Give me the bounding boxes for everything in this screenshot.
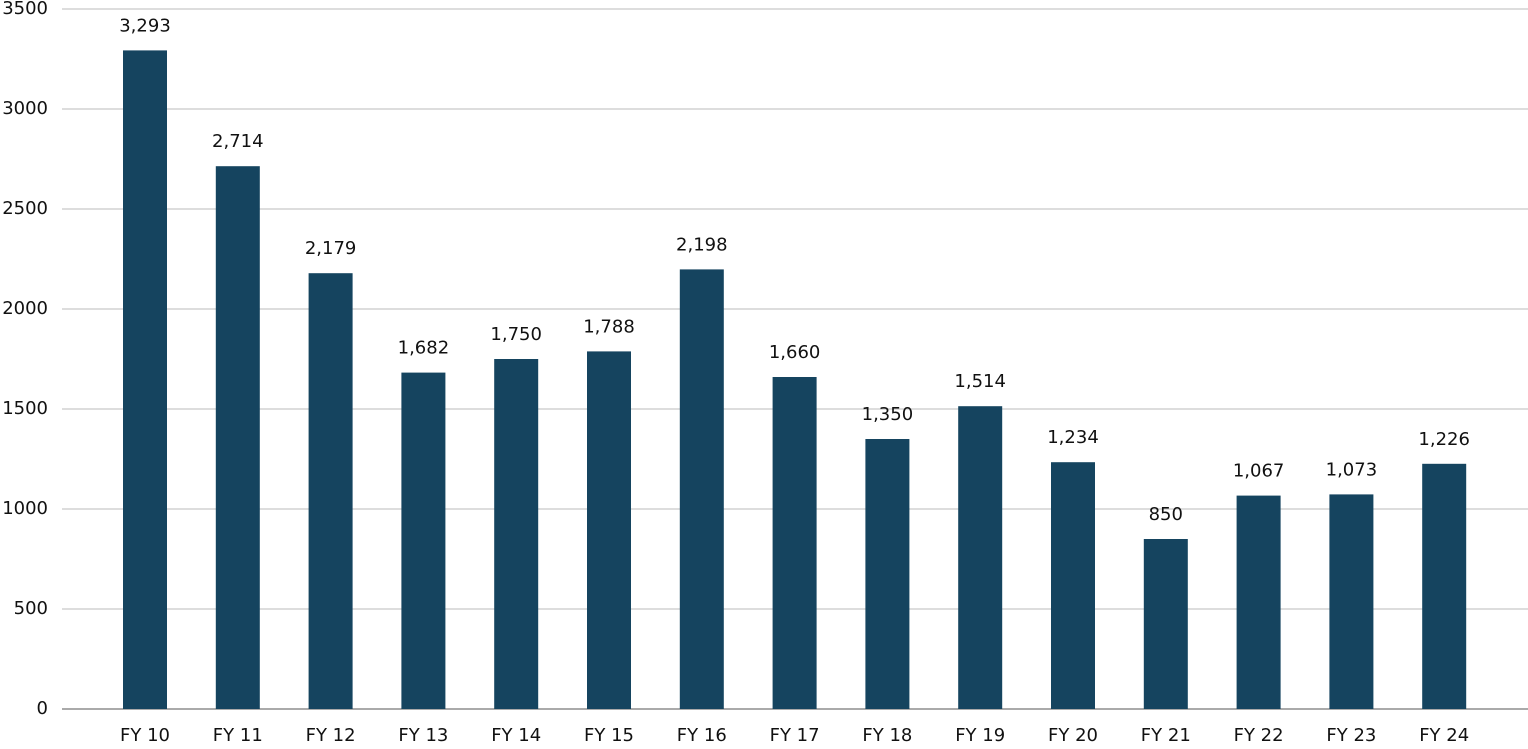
value-label: 1,682 xyxy=(398,338,450,359)
bar xyxy=(587,351,631,709)
value-label: 1,350 xyxy=(862,404,914,425)
value-label: 1,226 xyxy=(1418,429,1470,450)
value-label: 1,067 xyxy=(1233,461,1285,482)
value-label: 1,234 xyxy=(1047,427,1099,448)
x-tick-label: FY 24 xyxy=(1419,725,1469,746)
bar xyxy=(1422,463,1467,709)
bar xyxy=(772,377,817,709)
x-tick-label: FY 22 xyxy=(1234,725,1284,746)
x-tick-label: FY 19 xyxy=(955,725,1005,746)
value-label: 1,514 xyxy=(954,371,1006,392)
bar xyxy=(679,269,724,709)
x-tick-label: FY 13 xyxy=(398,725,448,746)
value-label: 2,714 xyxy=(212,131,264,152)
bar xyxy=(215,166,260,709)
y-tick-label: 3500 xyxy=(2,0,48,19)
value-label: 1,750 xyxy=(490,324,542,345)
x-tick-label: FY 15 xyxy=(584,725,634,746)
x-tick-label: FY 17 xyxy=(770,725,820,746)
bar xyxy=(865,439,910,709)
y-tick-label: 2500 xyxy=(2,198,48,219)
x-tick-label: FY 14 xyxy=(491,725,541,746)
bar xyxy=(1051,462,1095,709)
x-tick-label: FY 12 xyxy=(306,725,356,746)
bar xyxy=(958,406,1003,709)
value-label: 2,179 xyxy=(305,238,357,259)
value-label: 1,660 xyxy=(769,342,821,363)
x-tick-label: FY 11 xyxy=(213,725,263,746)
y-tick-label: 1000 xyxy=(2,498,48,519)
x-tick-label: FY 23 xyxy=(1326,725,1376,746)
x-tick-label: FY 18 xyxy=(862,725,912,746)
y-tick-label: 2000 xyxy=(2,298,48,319)
x-tick-label: FY 20 xyxy=(1048,725,1098,746)
x-tick-label: FY 21 xyxy=(1141,725,1191,746)
bar xyxy=(123,50,167,709)
bar xyxy=(1143,539,1188,709)
y-tick-label: 3000 xyxy=(2,98,48,119)
y-tick-label: 1500 xyxy=(2,398,48,419)
bar xyxy=(1236,495,1281,709)
y-tick-label: 500 xyxy=(14,598,48,619)
y-tick-label: 0 xyxy=(37,698,48,719)
x-tick-label: FY 10 xyxy=(120,725,170,746)
value-label: 1,788 xyxy=(583,316,635,337)
bar xyxy=(1329,494,1374,709)
value-label: 850 xyxy=(1149,504,1183,525)
bar xyxy=(494,359,539,709)
x-tick-label: FY 16 xyxy=(677,725,727,746)
bar xyxy=(401,372,446,709)
value-label: 2,198 xyxy=(676,234,728,255)
value-label: 3,293 xyxy=(119,15,171,36)
bar xyxy=(308,273,353,709)
value-label: 1,073 xyxy=(1326,459,1378,480)
